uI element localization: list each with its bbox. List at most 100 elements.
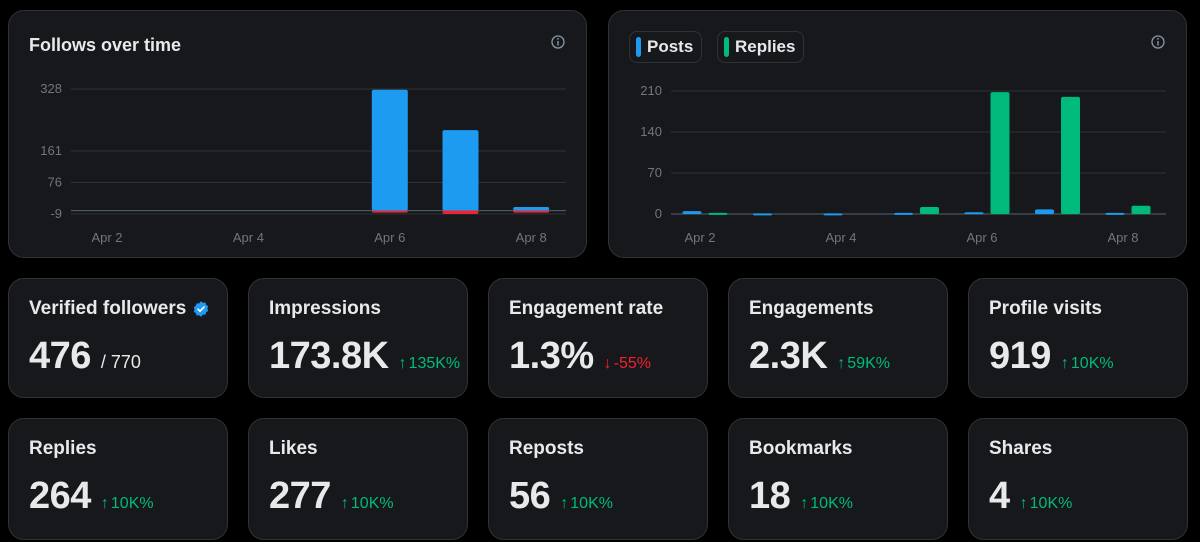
- bar-unfollows-apr-6[interactable]: [371, 210, 408, 213]
- bar-follows-apr-6[interactable]: [371, 89, 408, 211]
- stat-title-text: Engagements: [749, 298, 874, 319]
- stat-value: 173.8K: [269, 335, 389, 377]
- x-tick-label: Apr 8: [1107, 230, 1138, 245]
- bar-follows-apr-8[interactable]: [513, 206, 550, 211]
- y-tick-label: 140: [640, 124, 662, 139]
- stat-title-text: Shares: [989, 438, 1053, 459]
- stat-delta-text: 10K%: [1070, 355, 1114, 372]
- stat-card-profile-visits[interactable]: Profile visits 919 ↑ 10K%: [968, 278, 1188, 398]
- x-tick-label: Apr 2: [91, 230, 122, 245]
- bar-posts-apr-7[interactable]: [1035, 209, 1054, 214]
- bar-replies-apr-7[interactable]: [1061, 96, 1080, 214]
- stat-delta-text: 10K%: [1029, 495, 1073, 512]
- y-tick-label: 328: [40, 81, 62, 96]
- legend-posts-label: Posts: [647, 37, 694, 56]
- stat-title-text: Profile visits: [989, 298, 1102, 319]
- stat-delta-text: 135K%: [408, 355, 461, 372]
- stat-title: Impressions: [269, 298, 381, 320]
- arrow-up-icon: ↑: [100, 495, 109, 512]
- stat-title: Likes: [269, 438, 318, 460]
- stat-title-text: Impressions: [269, 298, 381, 319]
- bar-replies-apr-2[interactable]: [708, 212, 728, 215]
- x-tick-label: Apr 6: [374, 230, 405, 245]
- stat-title: Reposts: [509, 438, 584, 460]
- stat-card-verified-followers[interactable]: Verified followers 476 / 770: [8, 278, 228, 398]
- legend-replies[interactable]: Replies: [717, 31, 805, 63]
- y-tick-label: 210: [640, 83, 662, 98]
- stat-card-engagement-rate[interactable]: Engagement rate 1.3% ↓ -55%: [488, 278, 708, 398]
- stat-value: 4: [989, 475, 1010, 517]
- stat-card-impressions[interactable]: Impressions 173.8K ↑ 135K%: [248, 278, 468, 398]
- posts-replies-chart-card: Posts Replies 210 140 70 0 Apr 2 Apr 4 Apr 6 Ap…: [608, 10, 1187, 258]
- stat-value: 919: [989, 335, 1051, 377]
- stat-total: / 770: [100, 352, 141, 372]
- stat-card-shares[interactable]: Shares 4 ↑ 10K%: [968, 418, 1188, 540]
- bar-unfollows-apr-8[interactable]: [513, 210, 550, 213]
- arrow-up-icon: ↑: [340, 495, 349, 512]
- stat-title-text: Engagement rate: [509, 298, 664, 319]
- posts-swatch: [636, 37, 641, 57]
- stat-card-engagements[interactable]: Engagements 2.3K ↑ 59K%: [728, 278, 948, 398]
- verified-badge-icon: [194, 301, 209, 317]
- stat-delta: ↑ 10K%: [1020, 495, 1073, 513]
- legend-replies-label: Replies: [735, 37, 796, 56]
- stat-value-row: 264 ↑ 10K%: [29, 475, 154, 518]
- y-tick-label: 161: [40, 143, 62, 158]
- stat-value: 18: [749, 475, 791, 517]
- legend-posts[interactable]: Posts: [629, 31, 703, 63]
- arrow-up-icon: ↑: [1019, 495, 1028, 512]
- arrow-up-icon: ↑: [837, 355, 846, 372]
- stat-title: Verified followers: [29, 298, 210, 320]
- stat-value: 476: [29, 335, 91, 377]
- follows-chart-card: Follows over time 328 161 76 -9 Apr 2 Apr 4 Ap…: [8, 10, 587, 258]
- bar-posts-apr-6[interactable]: [964, 212, 984, 215]
- stat-title: Replies: [29, 438, 97, 460]
- stat-title-text: Reposts: [509, 438, 584, 459]
- arrow-up-icon: ↑: [560, 495, 569, 512]
- stat-title: Engagement rate: [509, 298, 663, 320]
- y-tick-label: -9: [50, 206, 62, 221]
- stat-value-row: 173.8K ↑ 135K%: [269, 335, 460, 378]
- bar-posts-apr-3[interactable]: [753, 213, 772, 216]
- stat-value-row: 1.3% ↓ -55%: [509, 335, 651, 378]
- stat-value-row: 56 ↑ 10K%: [509, 475, 613, 518]
- arrow-up-icon: ↑: [800, 495, 809, 512]
- x-tick-label: Apr 6: [966, 230, 997, 245]
- stat-value-row: 919 ↑ 10K%: [989, 335, 1114, 378]
- follows-chart-title: Follows over time: [29, 35, 182, 55]
- stat-value: 1.3%: [509, 335, 594, 377]
- x-tick-label: Apr 2: [684, 230, 715, 245]
- stat-delta-text: 10K%: [110, 495, 154, 512]
- stat-card-replies[interactable]: Replies 264 ↑ 10K%: [8, 418, 228, 540]
- stat-card-reposts[interactable]: Reposts 56 ↑ 10K%: [488, 418, 708, 540]
- stat-delta-text: 10K%: [570, 495, 613, 512]
- info-icon[interactable]: [1151, 35, 1165, 49]
- stat-value-row: 277 ↑ 10K%: [269, 475, 394, 518]
- arrow-down-icon: ↓: [603, 355, 612, 372]
- bar-replies-apr-6[interactable]: [990, 92, 1010, 214]
- stat-title-text: Likes: [269, 438, 318, 459]
- y-tick-label: 0: [655, 206, 662, 221]
- bar-follows-apr-7[interactable]: [442, 130, 479, 211]
- stat-card-likes[interactable]: Likes 277 ↑ 10K%: [248, 418, 468, 540]
- bar-replies-apr-8[interactable]: [1131, 205, 1151, 214]
- bar-posts-apr-8[interactable]: [1105, 212, 1125, 215]
- stat-delta: ↑ 10K%: [560, 495, 613, 513]
- stat-card-bookmarks[interactable]: Bookmarks 18 ↑ 10K%: [728, 418, 948, 540]
- bar-unfollows-apr-7[interactable]: [442, 210, 479, 214]
- bar-posts-apr-5[interactable]: [894, 212, 913, 215]
- y-tick-label: 76: [48, 174, 62, 189]
- x-tick-label: Apr 4: [825, 230, 856, 245]
- stat-value: 56: [509, 475, 551, 517]
- info-icon[interactable]: [551, 35, 565, 49]
- bar-posts-apr-2[interactable]: [682, 211, 702, 214]
- x-tick-label: Apr 4: [233, 230, 264, 245]
- x-tick-label: Apr 8: [516, 230, 547, 245]
- stat-delta: ↑ 10K%: [800, 495, 853, 513]
- stat-title-text: Replies: [29, 438, 97, 459]
- bar-posts-apr-4[interactable]: [823, 213, 843, 216]
- stat-title-text: Verified followers: [29, 298, 187, 319]
- stat-value: 264: [29, 475, 91, 517]
- follows-bar-chart: 328 161 76 -9 Apr 2 Apr 4 Apr 6 Apr 8: [40, 81, 566, 245]
- bar-replies-apr-5[interactable]: [920, 206, 939, 214]
